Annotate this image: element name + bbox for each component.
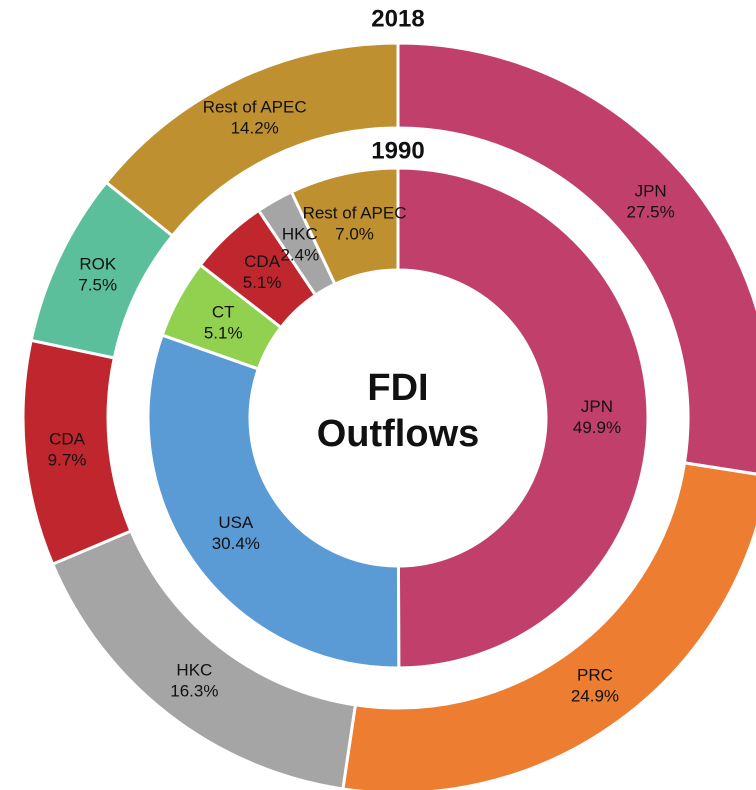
segment-value: 16.3%: [170, 681, 218, 700]
segment-value: 5.1%: [204, 323, 243, 342]
inner-title: 1990: [371, 137, 424, 164]
segment-value: 30.4%: [212, 534, 260, 553]
segment-value: 9.7%: [48, 450, 87, 469]
segment-label: HKC: [282, 224, 318, 243]
segment-value: 2.4%: [280, 245, 319, 264]
segment-label: JPN: [581, 397, 613, 416]
outer-title: 2018: [371, 5, 424, 32]
segment-label: Rest of APEC: [203, 97, 307, 116]
segment-label: ROK: [79, 255, 117, 274]
segment-label: CDA: [49, 429, 86, 448]
segment-value: 5.1%: [243, 273, 282, 292]
segment-label: PRC: [577, 665, 613, 684]
segment-value: 7.5%: [78, 276, 117, 295]
segment-label: USA: [218, 513, 254, 532]
segment-label: CT: [212, 302, 235, 321]
segment-label: CDA: [244, 252, 281, 271]
center-label: Outflows: [317, 413, 480, 455]
segment-value: 49.9%: [573, 418, 621, 437]
segment-value: 7.0%: [335, 224, 374, 243]
segment-label: Rest of APEC: [303, 203, 407, 222]
segment-value: 27.5%: [627, 202, 675, 221]
donut-segment: [396, 41, 756, 476]
donut-segment: [104, 41, 400, 238]
segment-value: 24.9%: [571, 686, 619, 705]
donut-segment: [146, 333, 401, 670]
segment-label: HKC: [176, 660, 212, 679]
donut-segment: [396, 166, 650, 670]
donut-segment: [289, 166, 400, 287]
center-label: FDI: [367, 367, 428, 409]
segment-value: 14.2%: [231, 118, 279, 137]
segment-label: JPN: [635, 181, 667, 200]
